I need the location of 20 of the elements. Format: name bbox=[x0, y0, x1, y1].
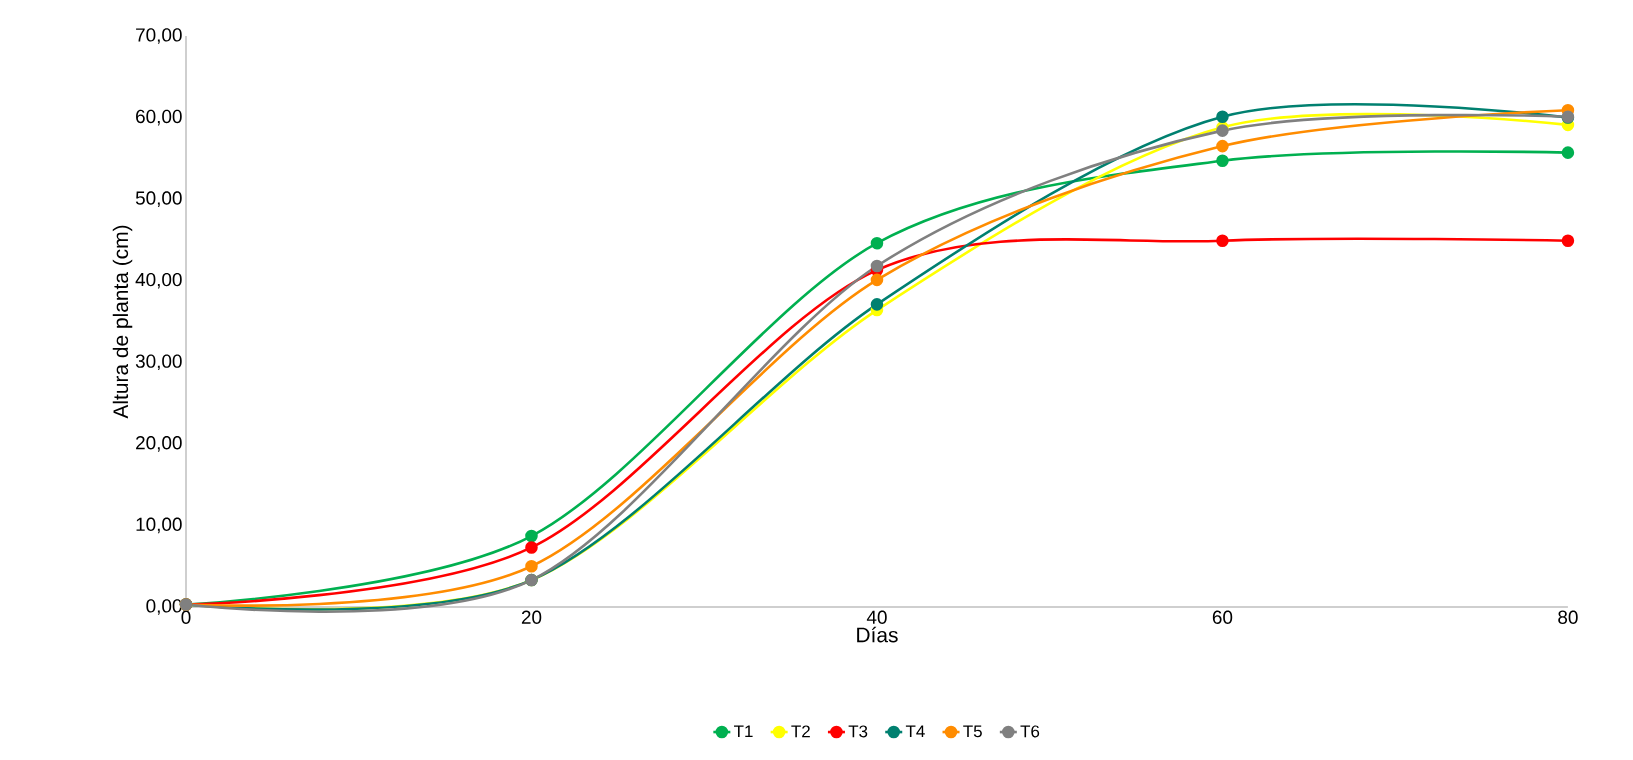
x-tick-label: 40 bbox=[866, 610, 887, 624]
x-tick-label: 60 bbox=[1212, 610, 1233, 624]
y-axis-title: Altura de planta (cm) bbox=[112, 225, 133, 419]
y-tick-label: 60,00 bbox=[136, 109, 182, 126]
y-tick-label: 30,00 bbox=[135, 354, 182, 371]
legend-label: T3 bbox=[848, 725, 868, 738]
x-tick-label: 20 bbox=[521, 610, 542, 624]
y-tick-label: 20,00 bbox=[136, 436, 182, 452]
x-tick-label: 0 bbox=[181, 610, 191, 624]
y-tick-label: 70,00 bbox=[136, 28, 182, 44]
legend-label: T4 bbox=[905, 725, 925, 738]
x-axis-title: Días bbox=[857, 626, 898, 643]
legend-label: T6 bbox=[1020, 725, 1040, 738]
legend-label: T5 bbox=[963, 725, 982, 738]
y-tick-label: 40,00 bbox=[135, 272, 182, 289]
y-tick-label: 10,00 bbox=[136, 517, 182, 534]
x-tick-label: 80 bbox=[1558, 610, 1578, 624]
legend-label: T1 bbox=[734, 725, 753, 738]
y-tick-label: 50,00 bbox=[135, 191, 182, 207]
legend-label: T2 bbox=[791, 725, 810, 738]
